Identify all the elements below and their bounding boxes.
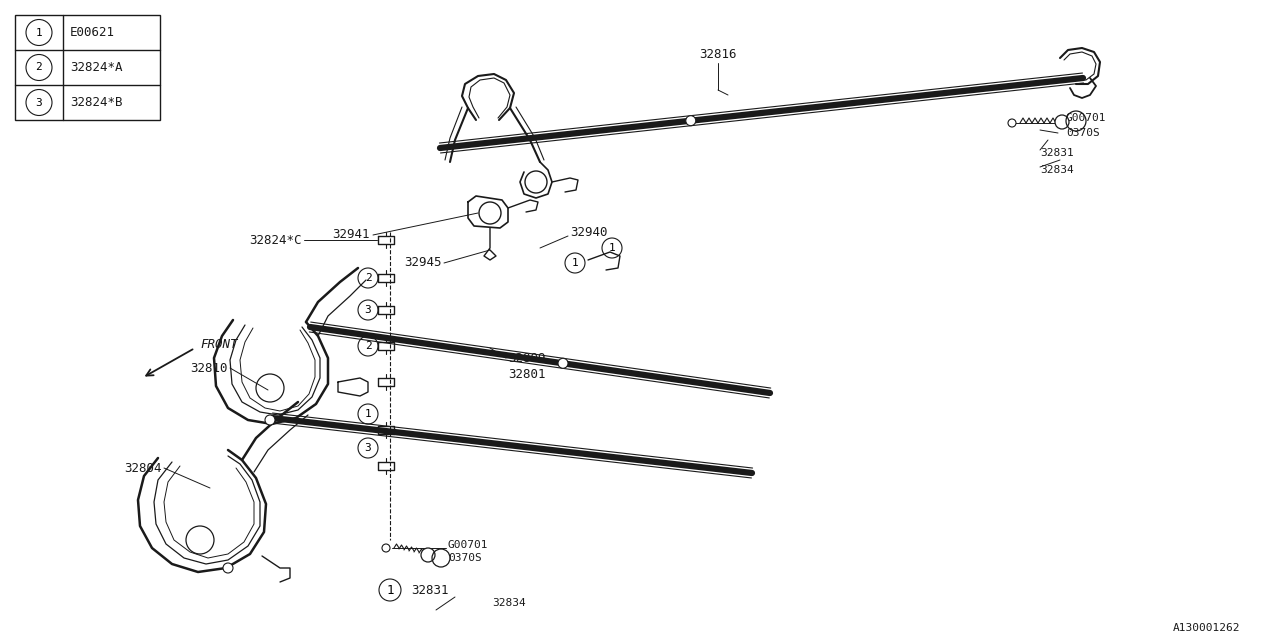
Text: 32824*A: 32824*A bbox=[70, 61, 123, 74]
Circle shape bbox=[421, 548, 435, 562]
Text: 32945: 32945 bbox=[404, 257, 442, 269]
Bar bbox=[15, 15, 160, 120]
Text: 32941: 32941 bbox=[333, 228, 370, 241]
Text: 1: 1 bbox=[387, 584, 394, 596]
Text: 32810: 32810 bbox=[191, 362, 228, 374]
Circle shape bbox=[1009, 119, 1016, 127]
Text: A130001262: A130001262 bbox=[1172, 623, 1240, 633]
Text: 32824*C: 32824*C bbox=[250, 234, 302, 246]
Circle shape bbox=[381, 544, 390, 552]
Text: 32824*B: 32824*B bbox=[70, 96, 123, 109]
Text: 32816: 32816 bbox=[699, 49, 737, 61]
Circle shape bbox=[1055, 115, 1069, 129]
Circle shape bbox=[223, 563, 233, 573]
Text: 1: 1 bbox=[36, 28, 42, 38]
Text: 3: 3 bbox=[365, 443, 371, 453]
Circle shape bbox=[686, 116, 696, 125]
Text: 2: 2 bbox=[365, 341, 371, 351]
Text: 0370S: 0370S bbox=[1066, 128, 1100, 138]
Text: E00621: E00621 bbox=[70, 26, 115, 39]
Text: 32804: 32804 bbox=[124, 461, 163, 474]
Text: 32834: 32834 bbox=[492, 598, 526, 608]
Text: 32831: 32831 bbox=[1039, 148, 1074, 158]
Text: 0370S: 0370S bbox=[448, 553, 481, 563]
Text: 32834: 32834 bbox=[1039, 165, 1074, 175]
Text: 3: 3 bbox=[365, 305, 371, 315]
Text: 32831: 32831 bbox=[411, 584, 449, 596]
Text: 32940: 32940 bbox=[570, 227, 608, 239]
Text: 2: 2 bbox=[365, 273, 371, 283]
Text: 32809: 32809 bbox=[508, 351, 545, 365]
Text: 1: 1 bbox=[608, 243, 616, 253]
Text: G00701: G00701 bbox=[1066, 113, 1106, 123]
Text: 3: 3 bbox=[36, 97, 42, 108]
Circle shape bbox=[558, 358, 568, 368]
Text: 2: 2 bbox=[36, 63, 42, 72]
Text: G00701: G00701 bbox=[448, 540, 489, 550]
Text: FRONT: FRONT bbox=[200, 339, 238, 351]
Text: 1: 1 bbox=[572, 258, 579, 268]
Text: 32801: 32801 bbox=[508, 367, 545, 381]
Text: 1: 1 bbox=[365, 409, 371, 419]
Circle shape bbox=[265, 415, 275, 425]
